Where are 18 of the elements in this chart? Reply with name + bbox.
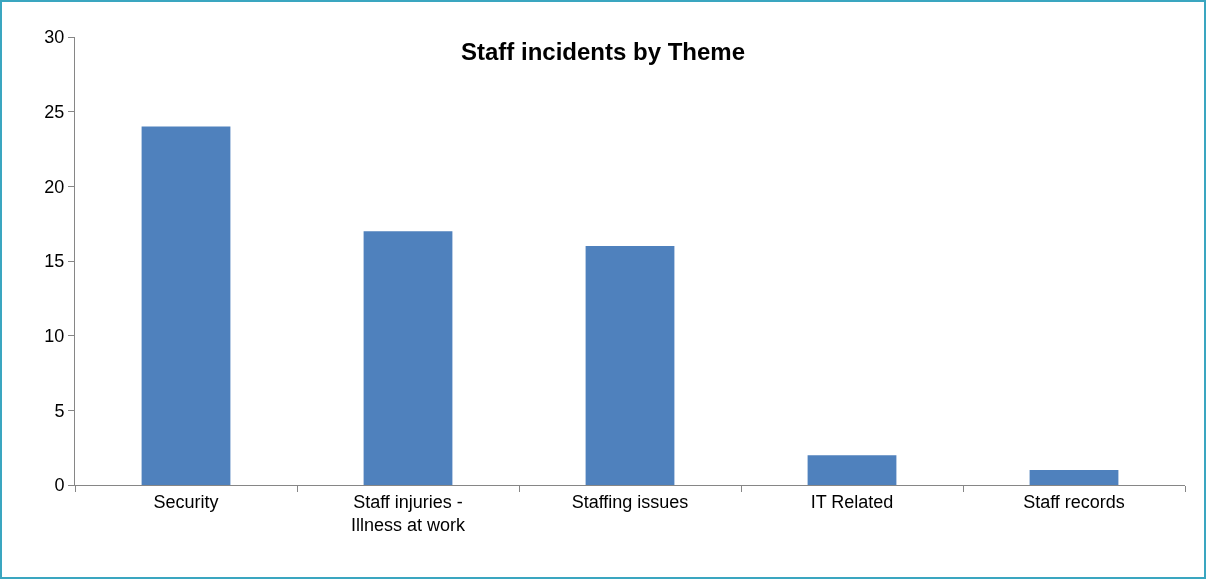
y-tick-label: 25 [44, 101, 65, 122]
y-tick-label: 20 [44, 176, 65, 197]
y-tick-label: 30 [44, 27, 65, 48]
y-tick-label: 0 [54, 475, 65, 496]
bar [807, 455, 897, 485]
y-tick-label: 10 [44, 325, 65, 346]
bar [1029, 470, 1119, 485]
bar [363, 231, 453, 485]
x-tick-label: Staff records [1023, 491, 1125, 512]
x-tick-label: Staffing issues [571, 491, 689, 512]
x-tick-label: Security [153, 491, 219, 512]
x-tick-label: Staff injuries - Illness at work [350, 491, 467, 535]
y-tick-label: 15 [44, 251, 65, 272]
y-tick-label: 5 [54, 400, 65, 421]
bar [141, 126, 231, 485]
bar [585, 246, 675, 485]
chart-title: Staff incidents by Theme [460, 38, 746, 66]
x-tick-label: IT Related [810, 491, 894, 512]
